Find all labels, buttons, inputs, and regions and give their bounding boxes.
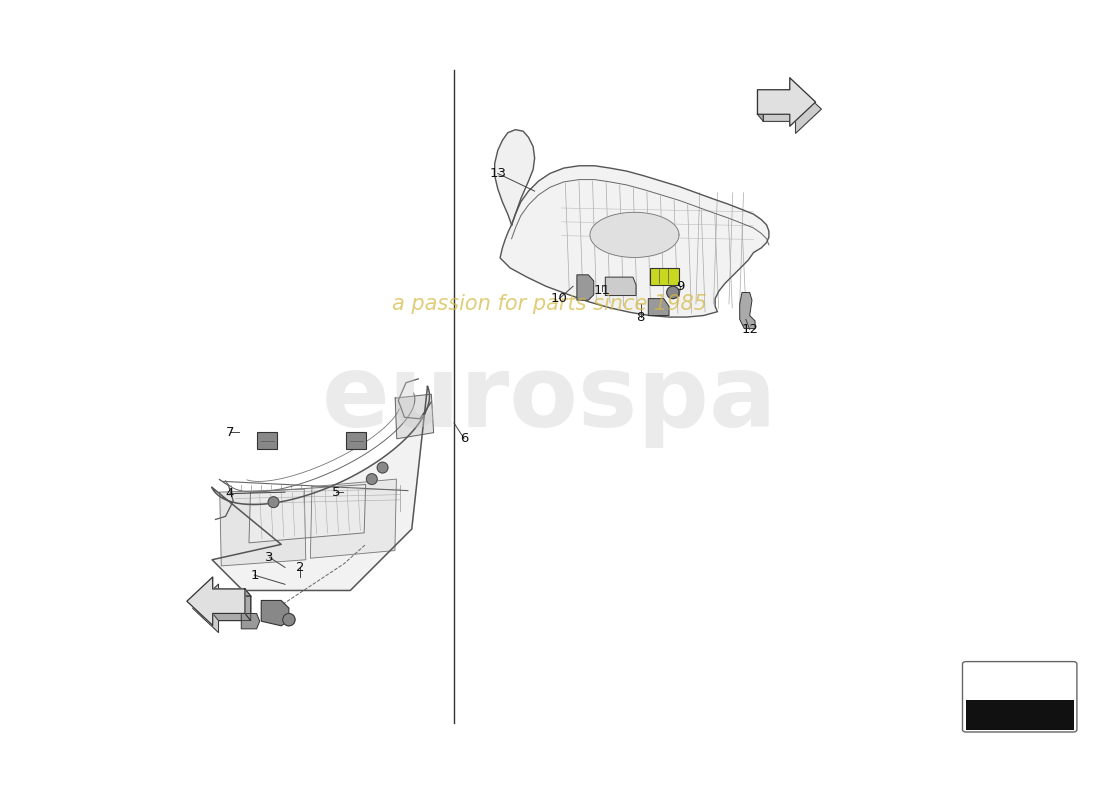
Polygon shape <box>212 589 251 596</box>
Text: 10: 10 <box>551 292 568 305</box>
Polygon shape <box>241 614 260 629</box>
Circle shape <box>377 462 388 473</box>
Text: 2: 2 <box>296 561 305 574</box>
Circle shape <box>366 474 377 485</box>
Polygon shape <box>192 584 251 633</box>
Text: 919 01: 919 01 <box>991 707 1048 722</box>
Polygon shape <box>648 298 669 315</box>
Polygon shape <box>758 78 815 126</box>
Text: a passion for parts since 1985: a passion for parts since 1985 <box>393 294 707 314</box>
Text: 9: 9 <box>676 280 684 293</box>
Polygon shape <box>763 85 822 134</box>
Circle shape <box>283 614 295 626</box>
Polygon shape <box>245 589 251 621</box>
Text: 3: 3 <box>265 551 274 564</box>
Polygon shape <box>187 577 245 626</box>
Polygon shape <box>220 489 306 566</box>
Polygon shape <box>790 78 795 97</box>
Text: 8: 8 <box>637 310 645 323</box>
Text: 11: 11 <box>594 285 610 298</box>
Text: 6: 6 <box>460 432 469 445</box>
Polygon shape <box>758 90 795 97</box>
Polygon shape <box>495 130 535 225</box>
Text: 5: 5 <box>332 486 341 498</box>
Text: 13: 13 <box>490 167 506 180</box>
Polygon shape <box>395 394 433 438</box>
Polygon shape <box>310 479 396 558</box>
Polygon shape <box>758 90 763 122</box>
Text: eurospa: eurospa <box>322 351 778 449</box>
Text: 12: 12 <box>741 323 758 336</box>
Polygon shape <box>739 293 755 329</box>
Bar <box>650 268 679 285</box>
Polygon shape <box>576 275 594 300</box>
Polygon shape <box>249 485 365 543</box>
Polygon shape <box>590 212 679 258</box>
Text: 7: 7 <box>226 426 234 438</box>
Polygon shape <box>261 601 289 626</box>
Circle shape <box>667 286 679 298</box>
Text: 4: 4 <box>226 487 234 500</box>
FancyBboxPatch shape <box>257 432 277 449</box>
Polygon shape <box>212 614 251 621</box>
Text: 1: 1 <box>250 569 258 582</box>
Circle shape <box>268 497 279 507</box>
Polygon shape <box>500 166 769 317</box>
FancyBboxPatch shape <box>346 432 366 449</box>
Polygon shape <box>605 277 636 295</box>
Polygon shape <box>211 386 429 590</box>
